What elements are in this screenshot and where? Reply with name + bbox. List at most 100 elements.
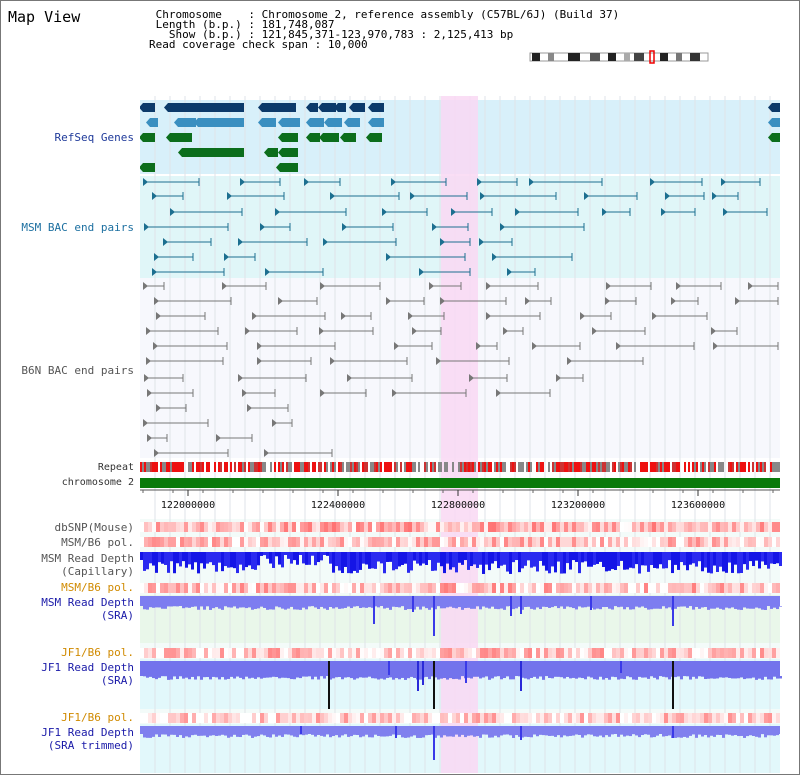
msm-pol-cell	[524, 537, 528, 547]
msm-sra-depth-bar	[389, 606, 392, 610]
jf1-pol-cell-2	[148, 713, 152, 723]
dbsnp-cell	[340, 522, 344, 532]
jf1-pol-cell	[248, 648, 252, 658]
jf1-pol-cell-2	[736, 713, 740, 723]
msm-pol-cell-2	[568, 583, 572, 593]
repeat-mark	[300, 462, 302, 472]
jf1-sra-depth-bar	[566, 676, 569, 677]
msm-sra-depth-bar	[434, 606, 437, 610]
jf1-trim-depth-bar	[554, 734, 557, 737]
jf1-pol-cell-2	[608, 713, 612, 723]
msm-pol-cell	[212, 537, 216, 547]
msm-pol-cell	[284, 537, 288, 547]
msm-pol-cell	[772, 537, 776, 547]
page-title: Map View	[8, 8, 81, 26]
msm-sra-depth-bar	[716, 606, 719, 608]
axis-tick-label: 122400000	[311, 500, 365, 511]
jf1-pol-cell	[180, 648, 184, 658]
msm-sra-depth-bar	[146, 606, 149, 610]
msm-sra-depth-bar	[728, 606, 731, 609]
jf1-pol-cell-2	[696, 713, 700, 723]
bac-end	[580, 312, 585, 320]
jf1-pol-cell	[500, 648, 504, 658]
repeat-mark	[488, 462, 490, 472]
jf1-sra-depth-bar	[368, 676, 371, 677]
msm-pol-cell	[680, 537, 684, 547]
jf1-sra-depth-bar	[413, 676, 416, 678]
msm-pol-cell-2	[140, 583, 144, 593]
jf1-sra-depth-bar	[284, 676, 287, 678]
msm-sra-depth-bar	[155, 606, 158, 608]
jf1-trim-depth-bar	[743, 734, 746, 738]
jf1-pol-cell	[204, 648, 208, 658]
jf1-pol-cell	[532, 648, 536, 658]
ideogram-band	[548, 53, 554, 61]
msm-pol-cell	[544, 537, 548, 547]
msm-sra-depth-bar	[626, 606, 629, 608]
jf1-pol-cell-2	[300, 713, 304, 723]
dbsnp-cell	[580, 522, 584, 532]
msm-pol-cell	[532, 537, 536, 547]
jf1-sra-depth-spike	[465, 661, 467, 683]
repeat-mark	[430, 462, 432, 472]
msm-capillary-bar	[677, 552, 680, 570]
repeat-mark	[622, 462, 624, 472]
jf1-sra-depth-bar	[248, 676, 251, 679]
jf1-sra-depth-bar	[299, 676, 302, 679]
msm-sra-depth-bar	[776, 606, 779, 610]
msm-pol-cell-2	[656, 583, 660, 593]
repeat-mark	[668, 462, 670, 472]
jf1-pol-cell	[540, 648, 544, 658]
jf1-pol-cell	[324, 648, 328, 658]
repeat-mark	[200, 462, 202, 472]
msm-pol-cell	[472, 537, 476, 547]
repeat-mark	[586, 462, 588, 472]
msm-pol-cell-2	[304, 583, 308, 593]
track-label-msm-bac[interactable]: MSM BAC end pairs	[21, 221, 134, 234]
track-label-msm-depth-capillary: MSM Read Depth	[41, 552, 134, 565]
gene-block	[323, 133, 339, 142]
msm-pol-cell	[248, 537, 252, 547]
jf1-sra-depth-bar	[509, 676, 512, 680]
repeat-mark	[552, 462, 554, 472]
jf1-trim-depth-bar	[380, 734, 383, 737]
repeat-mark	[270, 462, 272, 472]
msm-capillary-bar	[275, 552, 278, 557]
jf1-pol-cell	[212, 648, 216, 658]
msm-capillary-bar	[644, 552, 647, 566]
msm-pol-cell	[632, 537, 636, 547]
ideogram-band	[590, 53, 600, 61]
msm-capillary-bar	[323, 552, 326, 555]
msm-sra-depth-bar	[632, 606, 635, 610]
jf1-pol-cell-2	[160, 713, 164, 723]
jf1-pol-cell-2	[264, 713, 268, 723]
msm-sra-depth-bar	[746, 606, 749, 609]
repeat-mark	[250, 462, 252, 472]
msm-capillary-bar	[563, 552, 566, 574]
msm-sra-depth-bar	[425, 606, 428, 609]
jf1-sra-depth-bar	[449, 676, 452, 679]
msm-sra-depth-bar	[686, 606, 689, 608]
jf1-trim-depth-bar	[317, 734, 320, 735]
repeat-mark	[252, 462, 254, 472]
jf1-pol-cell-2	[716, 713, 720, 723]
track-label-b6n-bac[interactable]: B6N BAC end pairs	[21, 364, 134, 377]
repeat-mark	[570, 462, 572, 472]
msm-sra-depth-bar	[443, 606, 446, 609]
dbsnp-cell	[672, 522, 676, 532]
jf1-pol-cell-2	[484, 713, 488, 723]
msm-sra-depth-bar	[551, 606, 554, 608]
bac-end	[410, 192, 415, 200]
msm-pol-cell-2	[620, 583, 624, 593]
track-label-refseq[interactable]: RefSeq Genes	[54, 131, 134, 144]
dbsnp-cell	[520, 522, 524, 532]
msm-sra-depth-bar	[770, 606, 773, 609]
jf1-sra-depth-bar	[482, 676, 485, 678]
bac-end	[216, 434, 221, 442]
msm-sra-depth-bar	[692, 606, 695, 610]
dbsnp-cell	[300, 522, 304, 532]
msm-pol-cell-2	[148, 583, 152, 593]
msm-sra-depth-bar	[368, 606, 371, 608]
msm-pol-cell-2	[684, 583, 688, 593]
